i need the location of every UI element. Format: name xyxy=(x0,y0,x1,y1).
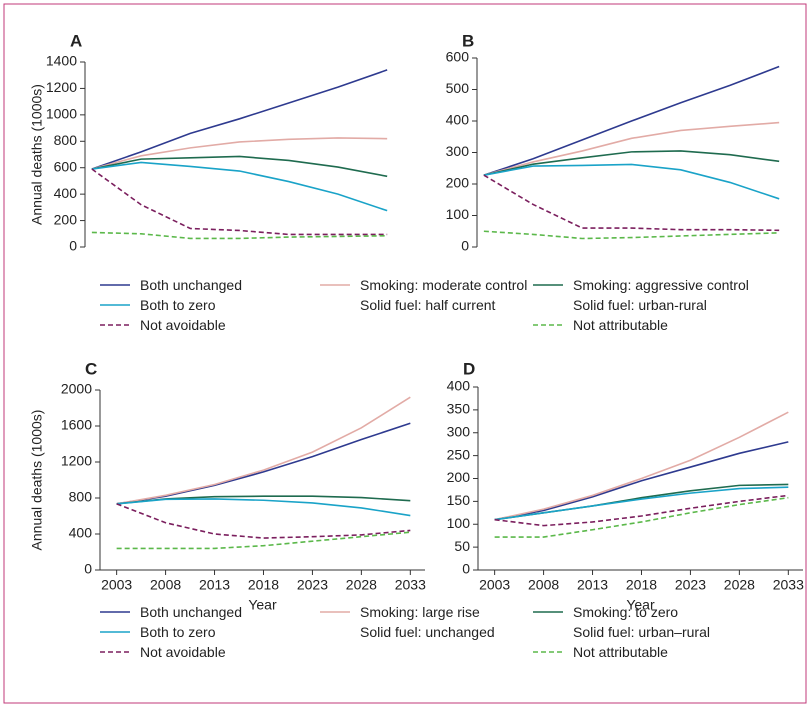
x-axis-label: Year xyxy=(626,597,655,613)
y-tick-label: 300 xyxy=(447,423,471,439)
series-line xyxy=(91,155,388,178)
x-tick-label: 2013 xyxy=(199,577,230,593)
x-tick-label: 2033 xyxy=(773,577,804,593)
x-tick-label: 2033 xyxy=(395,577,426,593)
y-tick-label: 50 xyxy=(454,538,470,554)
legend-label: Smoking: aggressive control Solid fuel: … xyxy=(573,277,749,313)
legend-label: Both to zero xyxy=(140,624,216,640)
series-line xyxy=(91,161,388,212)
y-tick-label: 0 xyxy=(84,561,92,577)
y-tick-label: 2000 xyxy=(61,381,92,397)
y-tick-label: 300 xyxy=(446,143,470,159)
y-tick-label: 350 xyxy=(447,401,471,417)
y-tick-label: 400 xyxy=(447,378,471,394)
x-tick-label: 2023 xyxy=(297,577,328,593)
series-line xyxy=(483,230,780,240)
y-tick-label: 400 xyxy=(69,525,93,541)
series-line xyxy=(483,121,780,176)
y-tick-label: 500 xyxy=(446,80,470,96)
series-line xyxy=(116,422,411,505)
series-line xyxy=(483,65,780,176)
legend-label: Smoking: moderate control Solid fuel: ha… xyxy=(360,277,528,313)
x-tick-label: 2003 xyxy=(479,577,510,593)
y-tick-label: 150 xyxy=(447,492,471,508)
series-line xyxy=(91,137,388,170)
series-line xyxy=(483,150,780,176)
y-tick-label: 1400 xyxy=(46,53,77,69)
x-tick-label: 2028 xyxy=(346,577,377,593)
x-tick-label: 2023 xyxy=(675,577,706,593)
legend-label: Not avoidable xyxy=(140,317,226,333)
legend-label: Both to zero xyxy=(140,297,216,313)
series-line xyxy=(494,494,789,527)
series-line xyxy=(494,486,789,521)
y-axis-label: Annual deaths (1000s) xyxy=(29,410,45,551)
y-tick-label: 200 xyxy=(54,211,78,227)
frame xyxy=(3,3,807,704)
y-tick-label: 600 xyxy=(54,158,78,174)
series-line xyxy=(494,441,789,521)
x-tick-label: 2003 xyxy=(101,577,132,593)
legend-label: Smoking: to zero Solid fuel: urban–rural xyxy=(573,604,710,640)
panel-title: C xyxy=(85,359,97,378)
series-line xyxy=(116,531,411,550)
series-line xyxy=(494,496,789,538)
x-tick-label: 2028 xyxy=(724,577,755,593)
series-line xyxy=(494,483,789,521)
y-tick-label: 800 xyxy=(69,489,93,505)
series-line xyxy=(483,174,780,232)
series-line xyxy=(483,163,780,200)
y-tick-label: 100 xyxy=(447,515,471,531)
legend-label: Not attributable xyxy=(573,317,668,333)
legend-label: Not attributable xyxy=(573,644,668,660)
panel-title: B xyxy=(462,31,474,50)
y-tick-label: 400 xyxy=(54,185,78,201)
x-axis-label: Year xyxy=(248,597,277,613)
x-tick-label: 2013 xyxy=(577,577,608,593)
y-tick-label: 1200 xyxy=(46,79,77,95)
y-tick-label: 1600 xyxy=(61,417,92,433)
x-tick-label: 2008 xyxy=(528,577,559,593)
legend-label: Smoking: large rise Solid fuel: unchange… xyxy=(360,604,495,640)
y-tick-label: 1000 xyxy=(46,106,77,122)
y-tick-label: 200 xyxy=(446,175,470,191)
series-line xyxy=(116,396,411,505)
y-axis-label: Annual deaths (1000s) xyxy=(29,84,45,225)
legend-label: Both unchanged xyxy=(140,604,242,620)
series-line xyxy=(91,231,388,240)
y-tick-label: 1200 xyxy=(61,453,92,469)
x-tick-label: 2008 xyxy=(150,577,181,593)
y-tick-label: 100 xyxy=(446,206,470,222)
y-tick-label: 200 xyxy=(447,469,471,485)
series-line xyxy=(91,69,388,170)
x-tick-label: 2018 xyxy=(248,577,279,593)
series-line xyxy=(91,168,388,236)
legend-label: Not avoidable xyxy=(140,644,226,660)
y-tick-label: 400 xyxy=(446,112,470,128)
y-tick-label: 600 xyxy=(446,49,470,65)
y-tick-label: 0 xyxy=(462,561,470,577)
y-tick-label: 0 xyxy=(69,238,77,254)
legend-label: Both unchanged xyxy=(140,277,242,293)
x-tick-label: 2018 xyxy=(626,577,657,593)
panel-title: D xyxy=(463,359,475,378)
series-line xyxy=(116,498,411,517)
y-tick-label: 800 xyxy=(54,132,78,148)
y-tick-label: 250 xyxy=(447,446,471,462)
series-line xyxy=(116,503,411,539)
panel-title: A xyxy=(70,31,82,50)
y-tick-label: 0 xyxy=(461,238,469,254)
series-line xyxy=(494,411,789,521)
